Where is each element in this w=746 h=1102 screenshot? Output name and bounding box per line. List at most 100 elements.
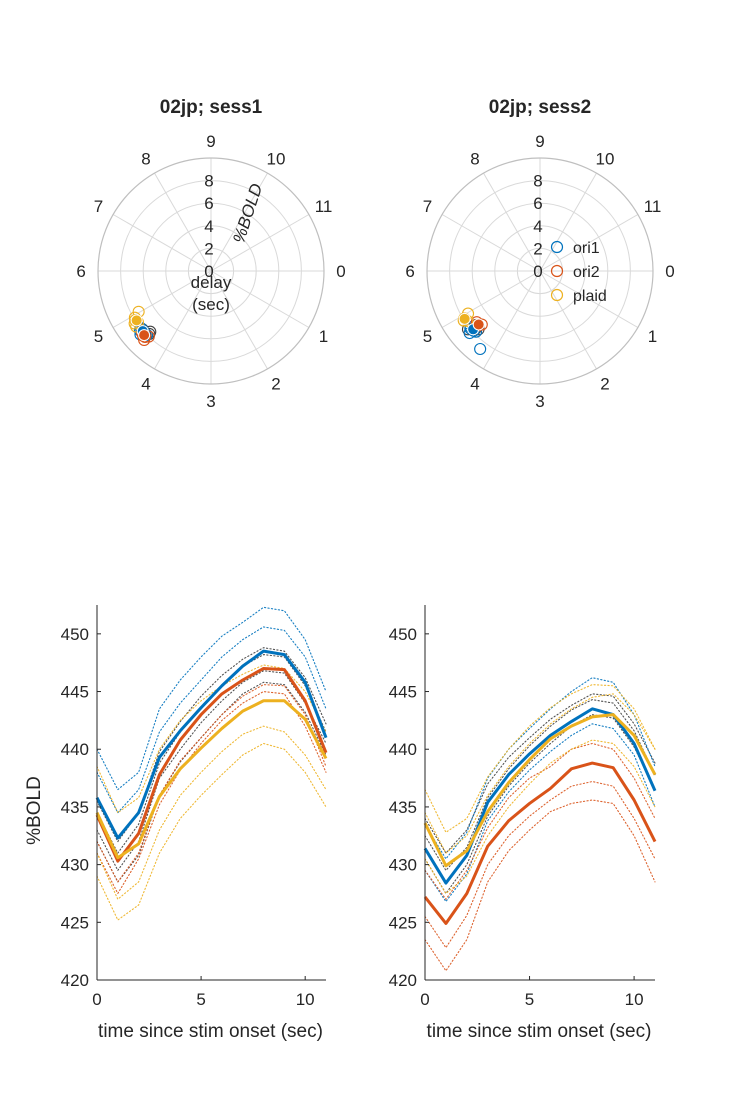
y-tick-label: 450 (61, 625, 89, 644)
theta-gridline (154, 172, 212, 272)
dotted-trace-ori1 (96, 606, 327, 791)
chart-title: 02jp; sess1 (160, 97, 263, 118)
theta-gridline (539, 270, 597, 370)
theta-gridline (154, 270, 212, 370)
r-tick-label: 4 (533, 217, 542, 236)
r-tick-label: 0 (533, 262, 542, 281)
legend-label-plaid: plaid (573, 288, 607, 305)
theta-tick-label: 5 (94, 327, 103, 346)
dotted-trace-ori2 (424, 742, 656, 901)
theta-gridline (210, 270, 268, 370)
polar-outline (97, 157, 325, 385)
y-axis-label: %BOLD (24, 776, 45, 845)
theta-gridline (210, 214, 310, 272)
r-tick-label: 8 (533, 172, 542, 191)
theta-tick-label: 6 (405, 262, 414, 281)
mean-point-ori2 (138, 329, 151, 342)
legend-marker-plaid (550, 288, 564, 302)
theta-gridline (483, 270, 541, 370)
y-tick-label: 440 (61, 740, 89, 759)
y-tick-label: 445 (61, 683, 89, 702)
polar-outline (426, 157, 654, 385)
theta-gridline (539, 172, 597, 272)
y-tick-label: 435 (389, 798, 417, 817)
theta-tick-label: 6 (76, 262, 85, 281)
dotted-trace-plaid (96, 742, 327, 921)
dotted-trace-individual (424, 693, 656, 854)
y-tick-label: 435 (61, 798, 89, 817)
theta-gridline (210, 172, 268, 272)
legend-marker-ori2 (550, 264, 564, 278)
dotted-trace-individual (96, 670, 327, 872)
r-tick-label: 0 (204, 262, 213, 281)
theta-gridline (210, 270, 310, 328)
x-tick-label: 0 (420, 990, 429, 1009)
y-tick-label: 430 (61, 856, 89, 875)
theta-tick-label: 0 (665, 262, 674, 281)
scatter-point-ori1 (474, 342, 487, 356)
theta-tick-label: 10 (267, 149, 286, 168)
theta-tick-label: 7 (423, 197, 432, 216)
line-chart-right: 0 5 10 420 425 430 435 440 445 450 time since stim… (389, 605, 657, 1042)
y-tick-label: 420 (61, 971, 89, 990)
dotted-trace-individual (424, 699, 656, 872)
dotted-trace-ori1 (96, 626, 327, 814)
theta-tick-label: 10 (596, 149, 615, 168)
mean-line-plaid (95, 699, 328, 860)
x-tick-label: 0 (92, 990, 101, 1009)
dotted-trace-plaid (424, 684, 656, 834)
theta-tick-label: 4 (470, 375, 479, 394)
mean-line-ori1 (95, 649, 328, 840)
theta-gridline (112, 214, 212, 272)
legend-label-ori1: ori1 (573, 240, 600, 257)
polar-chart-sess2: 02jp; sess2 0 1 2 3 4 5 6 7 8 9 10 11 0 2 4 6 8 ori1 ori2 pl… (405, 97, 674, 411)
theta-gridline (539, 270, 639, 328)
r-tick-label: 2 (533, 239, 542, 258)
x-axis-label: time since stim onset (sec) (427, 1021, 652, 1042)
y-tick-label: 420 (389, 971, 417, 990)
x-tick-label: 10 (625, 990, 644, 1009)
theta-tick-label: 1 (319, 327, 328, 346)
x-tick-label: 5 (196, 990, 205, 1009)
theta-tick-label: 2 (600, 375, 609, 394)
theta-tick-label: 7 (94, 197, 103, 216)
r-tick-label: 8 (204, 172, 213, 191)
dotted-trace-individual (424, 714, 656, 895)
r-tick-label: 4 (204, 217, 213, 236)
theta-tick-label: 8 (141, 149, 150, 168)
y-tick-label: 430 (389, 856, 417, 875)
r-tick-label: 6 (533, 194, 542, 213)
theta-axis-label: delay (191, 273, 232, 292)
theta-gridline (483, 172, 541, 272)
line-chart-left: 0 5 10 420 425 430 435 440 445 450 time since stim… (24, 605, 328, 1042)
theta-tick-label: 9 (206, 132, 215, 151)
theta-tick-label: 9 (535, 132, 544, 151)
y-tick-label: 440 (389, 740, 417, 759)
chart-title: 02jp; sess2 (489, 97, 591, 118)
dotted-trace-plaid (424, 693, 656, 854)
legend-label-ori2: ori2 (573, 264, 600, 281)
legend-marker-ori1 (550, 240, 564, 254)
theta-gridline (441, 214, 541, 272)
dotted-trace-plaid (96, 725, 327, 901)
r-tick-label: 2 (204, 239, 213, 258)
y-tick-label: 450 (389, 625, 417, 644)
dotted-trace-ori2 (424, 799, 656, 972)
polar-chart-sess1: 02jp; sess1 0 1 2 3 4 5 6 7 8 9 10 11 0 2 4 6 8 %BOLD delay… (76, 97, 345, 411)
dotted-trace-ori2 (424, 780, 656, 949)
dotted-trace-ori2 (96, 690, 327, 895)
r-tick-label: 6 (204, 194, 213, 213)
x-axis-label: time since stim onset (sec) (98, 1021, 323, 1042)
dotted-trace-ori2 (96, 684, 327, 883)
dotted-trace-individual (96, 681, 327, 883)
y-tick-label: 425 (389, 913, 417, 932)
theta-tick-label: 2 (271, 375, 280, 394)
mean-point-ori2 (472, 318, 485, 331)
theta-tick-label: 3 (206, 392, 215, 411)
mean-line-ori2 (95, 666, 328, 863)
theta-tick-label: 0 (336, 262, 345, 281)
mean-point-plaid (458, 312, 471, 325)
theta-tick-label: 3 (535, 392, 544, 411)
theta-tick-label: 1 (648, 327, 657, 346)
